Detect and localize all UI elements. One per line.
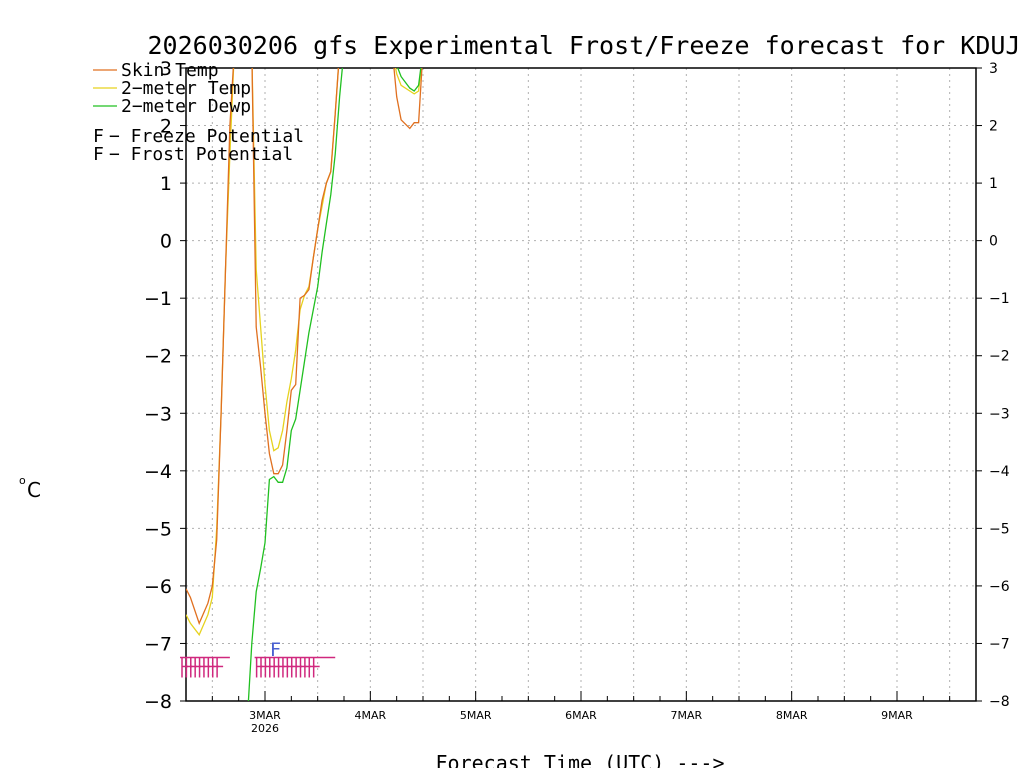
y-tick-label-left: −6 [144, 576, 172, 598]
y-tick-label-right: −6 [989, 579, 1010, 595]
y-tick-label-left: −7 [144, 633, 172, 655]
y-tick-label-right: 2 [989, 119, 998, 135]
legend-flag-label: − Frost Potential [109, 144, 293, 165]
y-tick-label-right: −2 [989, 349, 1010, 365]
x-tick-label: 4MAR [354, 709, 386, 722]
y-axis-unit: C [27, 478, 41, 502]
x-tick-label: 8MAR [776, 709, 808, 722]
freeze-potential-markers [180, 656, 336, 678]
frost-potential-marker: F [270, 639, 281, 661]
y-tick-label-right: −1 [989, 291, 1010, 307]
y-tick-label-right: 1 [989, 176, 998, 192]
legend-flag: F [93, 126, 104, 147]
y-tick-label-right: −8 [989, 694, 1010, 710]
x-tick-label: 9MAR [881, 709, 913, 722]
x-axis-title: Forecast Time (UTC) ---> [436, 751, 725, 768]
legend-label: 2−meter Temp [121, 78, 251, 99]
legend-label: Skin Temp [121, 60, 219, 81]
y-tick-label-left: −5 [144, 518, 172, 540]
y-tick-label-left: −8 [144, 691, 172, 713]
x-tick-label: 3MAR [249, 709, 281, 722]
y-tick-label-right: −3 [989, 406, 1010, 422]
series-line-2-meter-dewp [247, 68, 422, 701]
y-tick-label-left: 3 [160, 58, 172, 80]
y-tick-label-right: −5 [989, 521, 1010, 537]
y-tick-label-left: −4 [144, 461, 172, 483]
x-tick-sublabel: 2026 [251, 722, 279, 735]
y-axis: −8 −8 −7 −7 −6 −6 −5 −5 −4 −4 −3 −3 −2 −2 −1 −1 0 0 1 1 2 2 3 3 [144, 58, 1010, 713]
legend-flag: F [93, 144, 104, 165]
data-series [186, 68, 423, 701]
legend-flag-label: − Freeze Potential [109, 126, 304, 147]
y-tick-label-left: 1 [160, 173, 172, 195]
gridlines [186, 67, 976, 702]
y-tick-label-left: 2 [160, 116, 172, 138]
series-line-skin-temp [186, 68, 423, 626]
y-axis-degree: o [19, 474, 26, 487]
y-tick-label-right: 0 [989, 234, 998, 250]
x-tick-label: 5MAR [460, 709, 492, 722]
y-tick-label-left: −1 [144, 288, 172, 310]
y-tick-label-left: −3 [144, 403, 172, 425]
y-tick-label-left: 0 [160, 231, 172, 253]
plot-frame [185, 67, 977, 702]
y-tick-label-right: −7 [989, 636, 1010, 652]
legend-label: 2−meter Dewp [121, 96, 251, 117]
x-tick-label: 6MAR [565, 709, 597, 722]
y-tick-label-right: 3 [989, 61, 998, 77]
x-tick-label: 7MAR [670, 709, 702, 722]
y-tick-label-right: −4 [989, 464, 1010, 480]
y-tick-label-left: −2 [144, 346, 172, 368]
chart-title: 2026030206 gfs Experimental Frost/Freeze… [148, 31, 1021, 60]
